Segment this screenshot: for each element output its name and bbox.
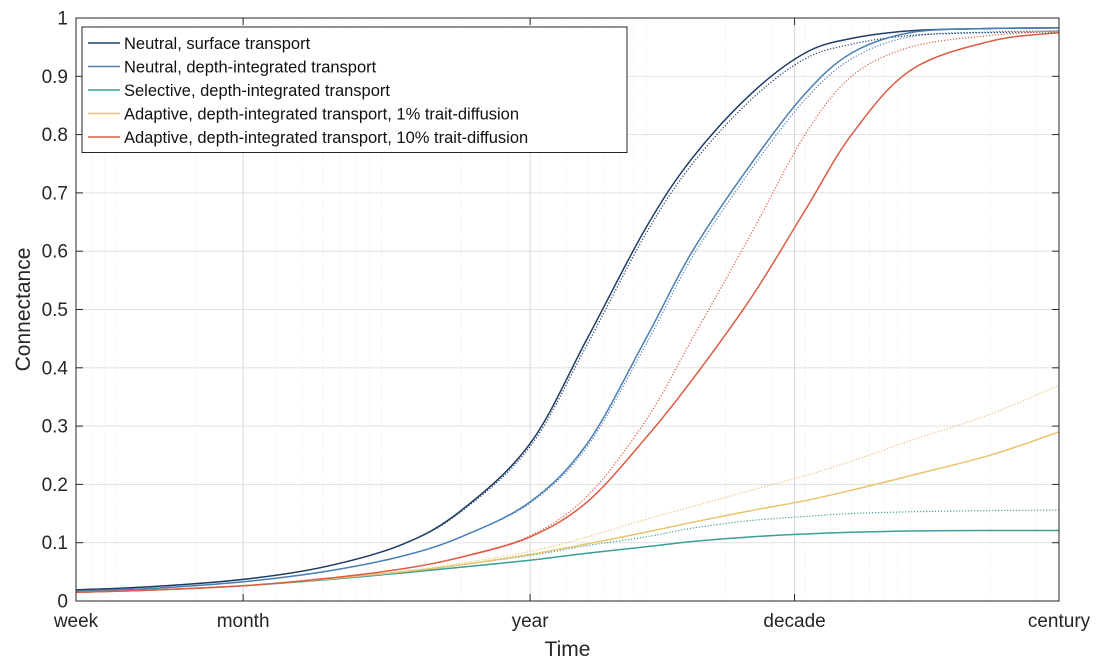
x-tick-label: month <box>217 611 270 632</box>
series-line-dotted-9 <box>75 30 1060 593</box>
x-tick-label: year <box>512 611 550 632</box>
tick-labels: 0 0.1 0.2 0.3 0.4 0.5 0.6 0.7 0.8 0.9 1 week month ye… <box>42 9 1091 633</box>
y-tick-label: 0.4 <box>42 358 69 379</box>
y-tick-label: 0 <box>57 592 68 613</box>
y-tick-label: 1 <box>57 9 68 30</box>
series-layer <box>75 27 1060 594</box>
legend-box <box>81 26 628 153</box>
y-tick-label: 0.6 <box>42 242 68 263</box>
y-tick-label: 0.5 <box>42 300 68 321</box>
series-line-dotted-1 <box>75 31 1060 591</box>
axes <box>75 17 1060 602</box>
legend-label: Neutral, surface transport <box>124 35 311 53</box>
y-tick-label: 0.9 <box>42 67 68 88</box>
y-tick-label: 0.2 <box>42 475 68 496</box>
legend-label: Adaptive, depth-integrated transport, 10… <box>124 129 528 147</box>
x-tick-label: century <box>1028 611 1091 632</box>
x-tick-label: decade <box>763 611 825 632</box>
legend-label: Neutral, depth-integrated transport <box>124 59 377 77</box>
y-tick-label: 0.7 <box>42 183 68 204</box>
x-tick-label: week <box>53 611 99 632</box>
legend-label: Selective, depth-integrated transport <box>124 82 390 100</box>
series-line-dotted-5 <box>75 509 1060 593</box>
legend: Neutral, surface transport Neutral, depth… <box>81 26 628 153</box>
y-tick-label: 0.3 <box>42 417 68 438</box>
legend-label: Adaptive, depth-integrated transport, 1%… <box>124 106 519 124</box>
y-tick-label: 0.8 <box>42 125 68 146</box>
y-axis-title: Connectance <box>12 248 35 372</box>
x-axis-title: Time <box>545 638 591 661</box>
y-tick-label: 0.1 <box>42 533 68 554</box>
series-line-dotted-3 <box>75 30 1060 592</box>
